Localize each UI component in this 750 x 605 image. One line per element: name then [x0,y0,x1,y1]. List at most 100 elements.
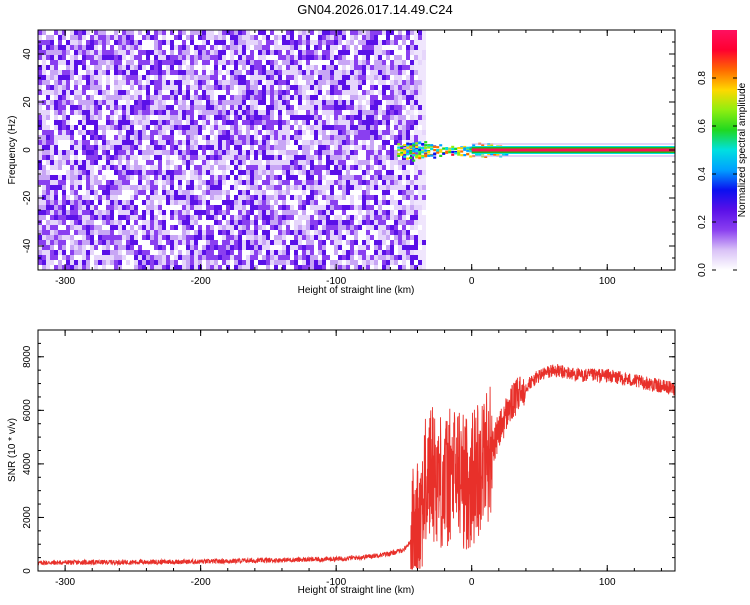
heatmap-cell [62,85,66,90]
heatmap-cell [262,105,266,110]
heatmap-cell [86,70,90,75]
heatmap-cell [400,147,403,149]
heatmap-cell [114,150,118,155]
heatmap-cell [82,235,86,240]
heatmap-cell [382,250,386,255]
heatmap-cell [158,80,162,85]
heatmap-cell [90,105,94,110]
heatmap-cell [370,260,374,265]
heatmap-cell [66,105,70,110]
heatmap-cell [290,180,294,185]
heatmap-cell [66,80,70,85]
heatmap-cell [50,260,54,265]
heatmap-cell [178,265,182,270]
heatmap-cell [190,145,194,150]
heatmap-cell [110,95,114,100]
heatmap-cell [250,30,254,35]
heatmap-cell [274,135,278,140]
heatmap-cell [414,185,418,190]
heatmap-cell [102,245,106,250]
heatmap-cell [186,230,190,235]
heatmap-cell [346,135,350,140]
heatmap-cell [362,95,366,100]
heatmap-cell [366,105,370,110]
heatmap-cell [266,45,270,50]
heatmap-cell [74,225,78,230]
heatmap-cell [38,260,42,265]
heatmap-cell [98,105,102,110]
heatmap-cell [382,235,386,240]
heatmap-cell [350,185,354,190]
heatmap-cell [106,205,110,210]
heatmap-cell [242,235,246,240]
heatmap-cell [294,45,298,50]
heatmap-cell [114,95,118,100]
heatmap-cell [114,115,118,120]
heatmap-cell [198,125,202,130]
heatmap-cell [238,185,242,190]
heatmap-cell [406,100,410,105]
heatmap-cell [42,180,46,185]
heatmap-cell [294,260,298,265]
heatmap-cell [158,160,162,165]
heatmap-cell [338,105,342,110]
heatmap-cell [330,205,334,210]
heatmap-cell [406,80,410,85]
heatmap-cell [46,80,50,85]
heatmap-cell [378,260,382,265]
heatmap-cell [270,30,274,35]
heatmap-cell [286,80,290,85]
heatmap-cell [422,100,426,105]
heatmap-cell [170,130,174,135]
heatmap-cell [114,85,118,90]
heatmap-cell [258,235,262,240]
heatmap-cell [346,210,350,215]
heatmap-cell [374,105,378,110]
heatmap-cell [230,140,234,145]
heatmap-cell [190,255,194,260]
heatmap-cell [370,85,374,90]
heatmap-cell [198,55,202,60]
heatmap-cell [346,105,350,110]
heatmap-cell [258,260,262,265]
heatmap-cell [158,155,162,160]
heatmap-cell [362,220,366,225]
heatmap-cell [314,225,318,230]
heatmap-cell [130,165,134,170]
heatmap-cell [250,200,254,205]
heatmap-cell [330,60,334,65]
heatmap-cell [338,165,342,170]
heatmap-cell [358,225,362,230]
heatmap-cell [238,215,242,220]
heatmap-cell [202,140,206,145]
heatmap-cell [354,250,358,255]
heatmap-cell [190,190,194,195]
heatmap-cell [150,35,154,40]
heatmap-cell [66,180,70,185]
heatmap-cell [382,60,386,65]
heatmap-cell [62,145,66,150]
heatmap-cell [346,60,350,65]
heatmap-cell [350,215,354,220]
heatmap-cell [242,180,246,185]
heatmap-cell [378,60,382,65]
heatmap-cell [330,50,334,55]
heatmap-cell [182,165,186,170]
heatmap-cell [338,30,342,35]
heatmap-cell [286,145,290,150]
heatmap-cell [62,75,66,80]
heatmap-cell [346,155,350,160]
heatmap-cell [54,85,58,90]
heatmap-cell [142,150,146,155]
heatmap-cell [198,35,202,40]
heatmap-cell [350,105,354,110]
heatmap-cell [42,30,46,35]
heatmap-cell [294,110,298,115]
heatmap-cell [166,140,170,145]
heatmap-cell [162,155,166,160]
heatmap-cell [150,30,154,35]
heatmap-cell [362,175,366,180]
heatmap-cell [54,60,58,65]
heatmap-cell [270,80,274,85]
heatmap-cell [406,205,410,210]
